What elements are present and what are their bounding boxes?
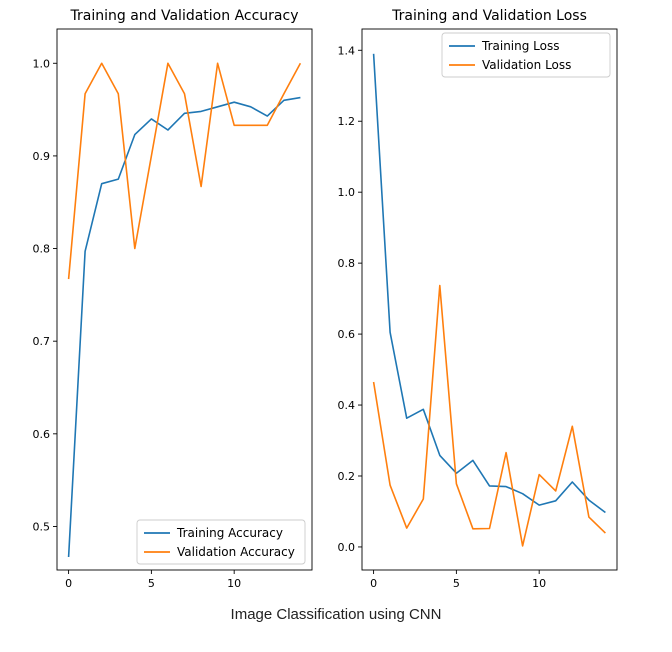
series-line-training [372, 53, 606, 514]
legend: Training Accuracy Validation Accuracy [136, 519, 306, 565]
y-tick-label: 1.2 [338, 115, 356, 128]
legend-box [441, 32, 611, 78]
series-line-training [67, 96, 301, 558]
x-tick-label: 10 [227, 577, 241, 590]
x-tick-label: 5 [453, 577, 460, 590]
legend-label-training: Training Loss [481, 39, 559, 53]
y-tick-label: 0.8 [33, 243, 51, 256]
y-tick-label: 0.8 [338, 257, 356, 270]
y-tick-label: 0.9 [33, 150, 51, 163]
series-line-validation [372, 284, 606, 547]
y-tick-label: 0.6 [33, 428, 51, 441]
figure: Training and Validation Accuracy 0 5 10 0.5 0… [33, 8, 618, 590]
chart-title: Training and Validation Accuracy [70, 8, 299, 24]
y-tick-label: 1.0 [338, 186, 356, 199]
y-tick-label: 0.0 [338, 541, 356, 554]
x-tick-label: 10 [532, 577, 546, 590]
chart-panel-2: Training and Validation Loss 0 5 10 0.0 0.2 0.… [338, 8, 618, 590]
y-tick-label: 0.2 [338, 470, 356, 483]
x-tick-label: 0 [370, 577, 377, 590]
legend-label-validation: Validation Loss [482, 58, 571, 72]
legend-box [136, 519, 306, 565]
y-tick-label: 0.4 [338, 399, 356, 412]
y-tick-label: 0.7 [33, 335, 51, 348]
y-tick-label: 1.0 [33, 57, 51, 70]
legend-label-validation: Validation Accuracy [177, 545, 295, 559]
x-tick-label: 5 [148, 577, 155, 590]
legend: Training Loss Validation Loss [441, 32, 611, 78]
y-tick-label: 0.6 [338, 328, 356, 341]
y-tick-label: 0.5 [33, 520, 51, 533]
y-tick-label: 1.4 [338, 44, 356, 57]
legend-label-training: Training Accuracy [176, 526, 283, 540]
chart-title: Training and Validation Loss [391, 8, 587, 24]
axes-frame [56, 28, 313, 571]
series-line-validation [67, 62, 302, 280]
figure-caption: Image Classification using CNN [230, 606, 442, 623]
axes-frame [361, 28, 618, 571]
x-tick-label: 0 [65, 577, 72, 590]
chart-panel-1: Training and Validation Accuracy 0 5 10 0.5 0… [33, 8, 313, 590]
